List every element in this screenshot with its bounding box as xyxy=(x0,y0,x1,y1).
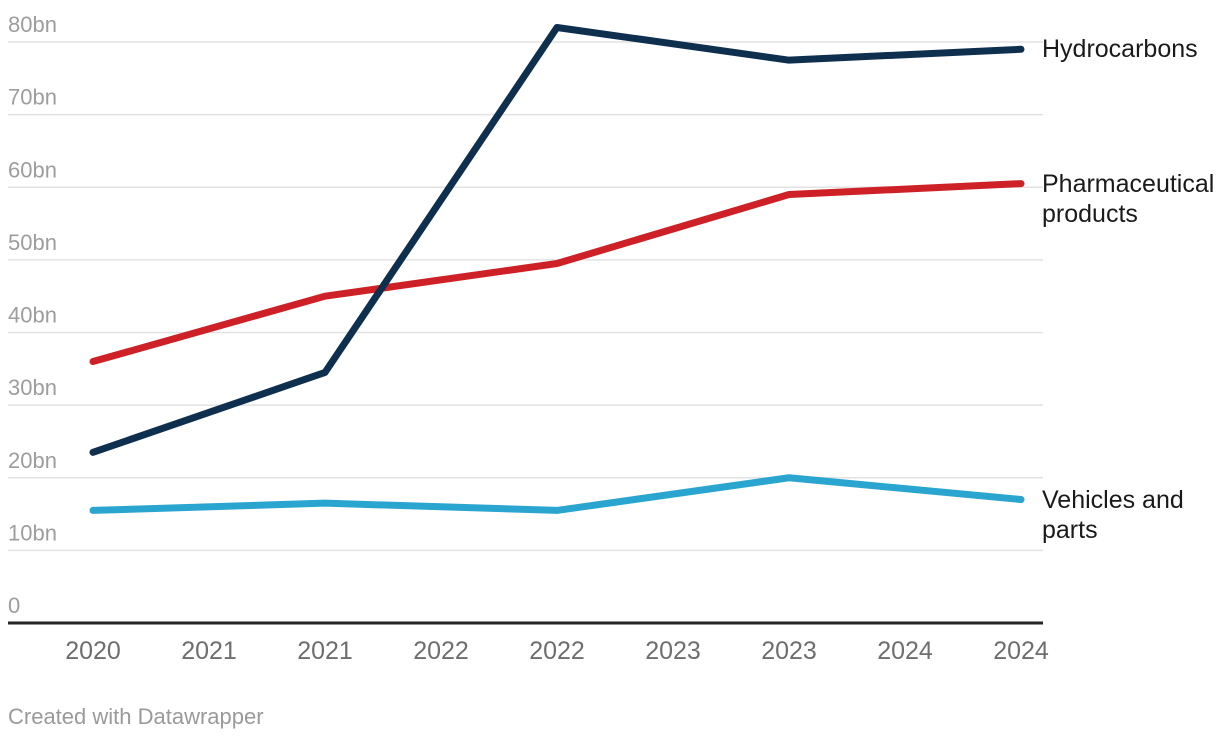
y-tick-label: 80bn xyxy=(8,12,57,37)
y-tick-label: 30bn xyxy=(8,375,57,400)
series-label-vehicles-and-parts: Vehicles and parts xyxy=(1042,485,1184,544)
y-tick-label: 70bn xyxy=(8,85,57,110)
y-tick-label: 0 xyxy=(8,593,20,618)
y-tick-label: 50bn xyxy=(8,230,57,255)
x-tick-label: 2023 xyxy=(645,637,701,665)
line-pharmaceutical-products xyxy=(89,180,1025,366)
y-tick-label: 20bn xyxy=(8,448,57,473)
x-tick-label: 2023 xyxy=(761,637,817,665)
datawrapper-attribution: Created with Datawrapper xyxy=(8,704,264,729)
x-tick-label: 2021 xyxy=(181,637,237,665)
y-tick-label: 40bn xyxy=(8,303,57,328)
y-tick-label: 60bn xyxy=(8,157,57,182)
series-label-pharmaceutical-products: Pharmaceutical products xyxy=(1042,169,1215,228)
line-vehicles-and-parts xyxy=(89,474,1025,514)
series-label-hydrocarbons: Hydrocarbons xyxy=(1042,35,1198,64)
y-tick-label: 10bn xyxy=(8,520,57,545)
x-tick-label: 2021 xyxy=(297,637,353,665)
x-tick-label: 2022 xyxy=(413,637,469,665)
line-hydrocarbons xyxy=(89,23,1025,456)
x-tick-label: 2024 xyxy=(993,637,1049,665)
x-tick-label: 2020 xyxy=(65,637,121,665)
line-chart: 0 10bn 20bn 30bn 40bn 50bn 60bn 70bn 80bn 2020 202… xyxy=(8,12,1049,665)
x-tick-label: 2022 xyxy=(529,637,585,665)
x-tick-label: 2024 xyxy=(877,637,933,665)
